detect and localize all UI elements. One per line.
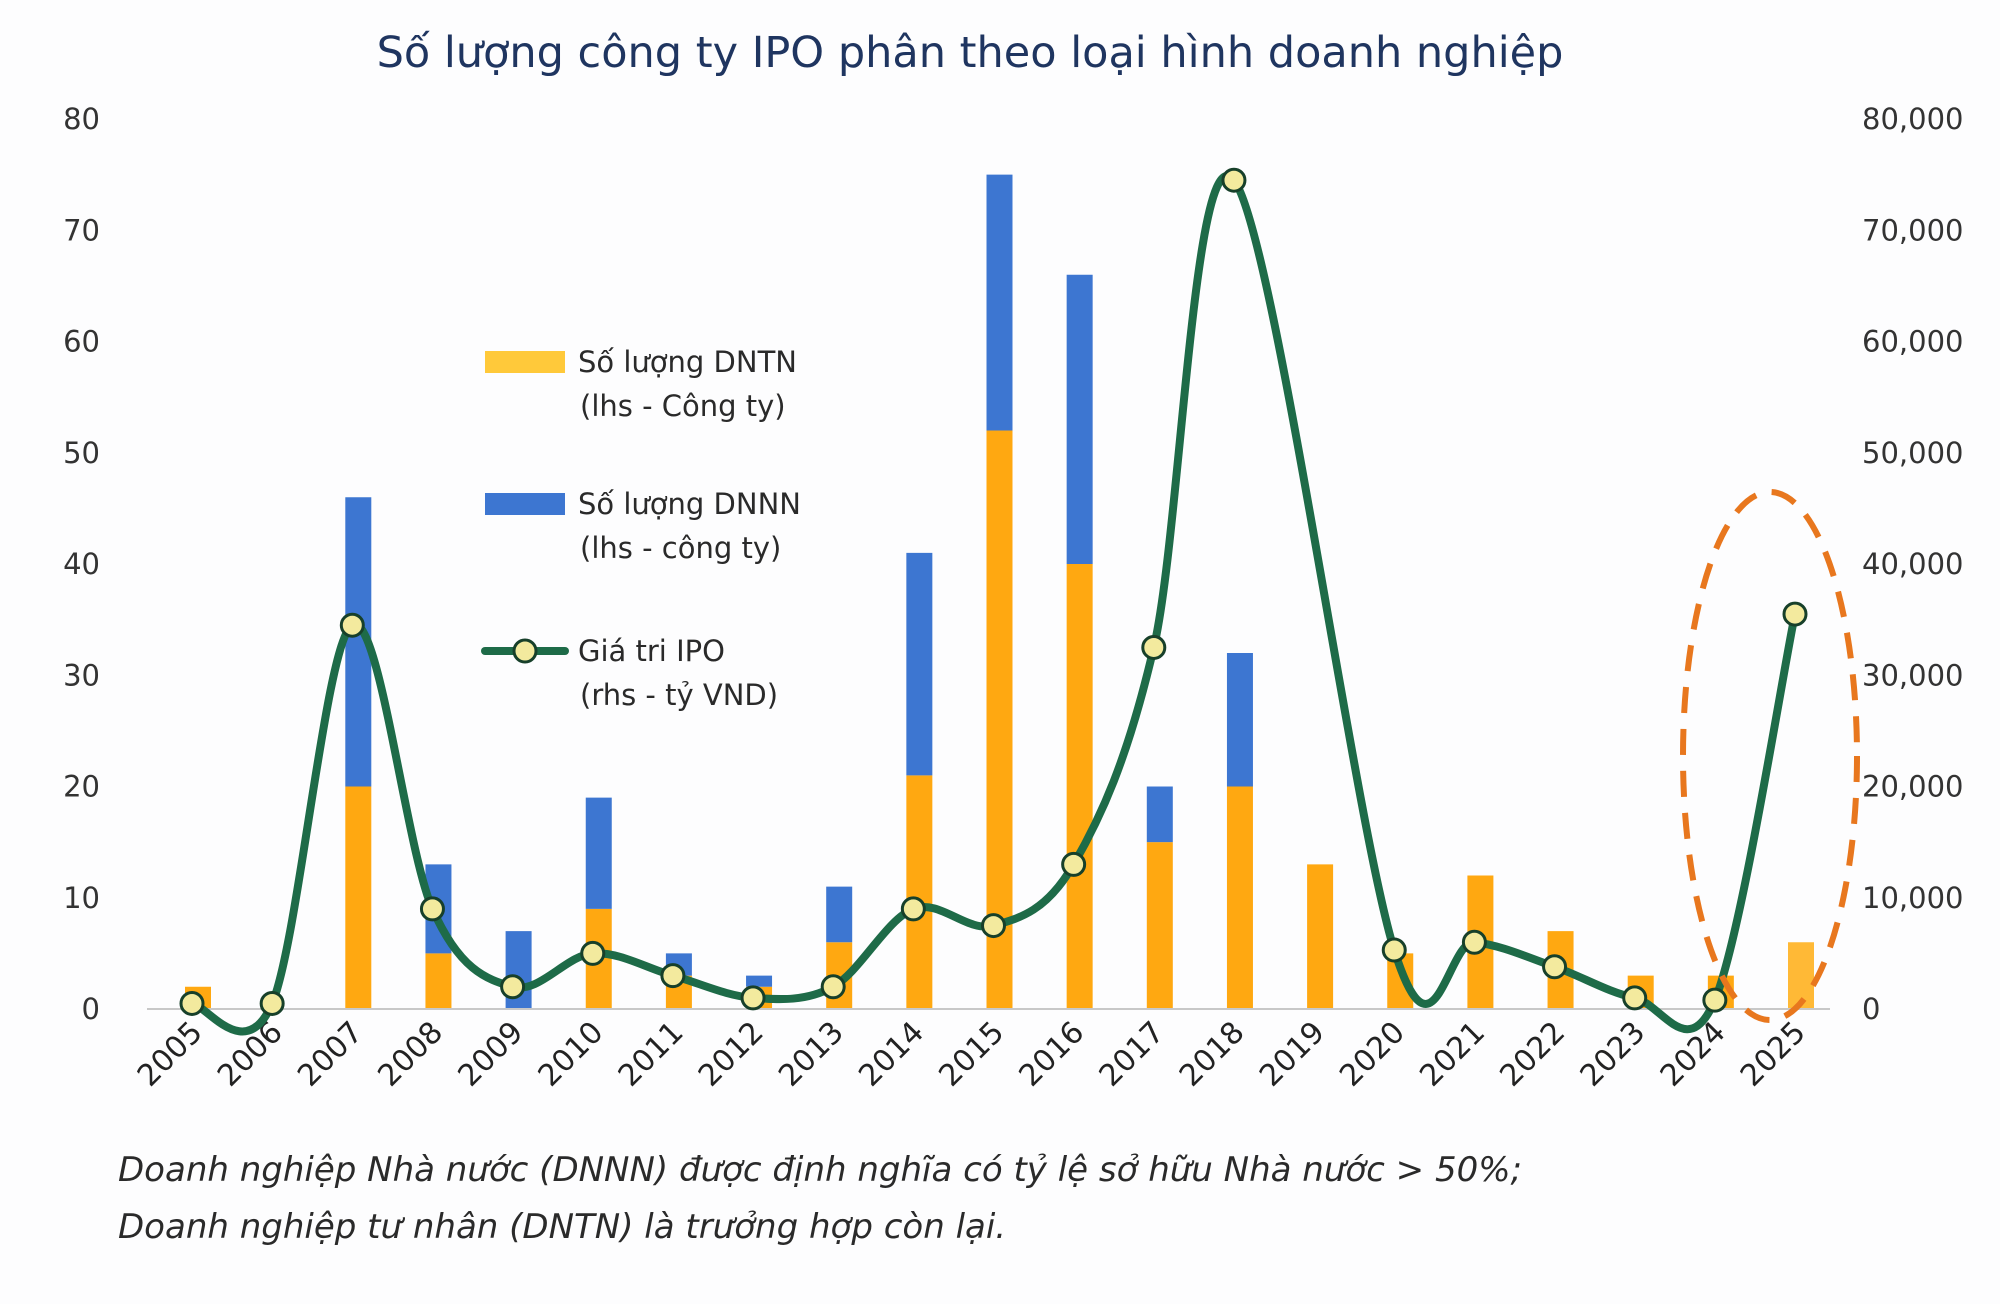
left-tick-label: 30 bbox=[63, 658, 100, 692]
ipo-marker-2015 bbox=[981, 913, 1006, 939]
ipo-marker-2009 bbox=[500, 974, 526, 1000]
bar-dntn-2018 bbox=[1226, 786, 1253, 1009]
x-tick-label: 2018 bbox=[1173, 1015, 1252, 1094]
ipo-marker-2007 bbox=[339, 612, 365, 638]
x-tick-label: 2014 bbox=[852, 1015, 931, 1094]
ipo-marker-2025 bbox=[1782, 601, 1808, 627]
chart-title: Số lượng công ty IPO phân theo loại hình… bbox=[376, 28, 1564, 78]
x-axis-labels: 2005 2006 2007 2008 2009 2010 2011 2012 2013 2014… bbox=[131, 1015, 1813, 1094]
legend-swatch-dnnn bbox=[485, 493, 565, 515]
legend-sublabel: (lhs - công ty) bbox=[580, 531, 781, 565]
left-tick-label: 20 bbox=[63, 770, 100, 804]
right-tick-label: 30,000 bbox=[1862, 658, 1963, 692]
x-tick-label: 2017 bbox=[1093, 1015, 1172, 1094]
ipo-marker-2016 bbox=[1061, 851, 1087, 877]
legend-label: Giá tri IPO bbox=[578, 634, 725, 668]
left-tick-label: 10 bbox=[63, 881, 100, 915]
ipo-marker-2018 bbox=[1221, 167, 1247, 193]
bars-layer bbox=[185, 174, 1814, 1009]
bar-dnnn-2015 bbox=[986, 174, 1013, 431]
right-tick-label: 70,000 bbox=[1862, 213, 1963, 247]
legend: Số lượng DNTN (lhs - Công ty) Số lượng DNN… bbox=[481, 345, 801, 712]
bar-dnnn-2017 bbox=[1146, 786, 1173, 843]
legend-swatch-marker bbox=[512, 638, 538, 664]
right-tick-label: 60,000 bbox=[1862, 325, 1963, 359]
left-tick-label: 50 bbox=[63, 436, 100, 470]
x-tick-label: 2010 bbox=[532, 1015, 611, 1094]
legend-label: Số lượng DNTN bbox=[578, 345, 797, 379]
ipo-marker-2005 bbox=[179, 990, 205, 1016]
legend-sublabel: (lhs - Công ty) bbox=[580, 389, 786, 423]
ipo-marker-2024 bbox=[1702, 987, 1728, 1013]
left-tick-label: 70 bbox=[63, 213, 100, 247]
legend-swatch-dntn bbox=[485, 351, 565, 373]
bar-dnnn-2010 bbox=[585, 797, 612, 909]
bar-dntn-2008 bbox=[425, 953, 452, 1009]
x-tick-label: 2008 bbox=[371, 1015, 450, 1094]
right-axis: 0 10,000 20,000 30,000 40,000 50,000 60,000 70,… bbox=[1862, 102, 1963, 1026]
bar-dntn-2017 bbox=[1146, 842, 1173, 1009]
ipo-marker-2010 bbox=[580, 940, 606, 966]
ipo-marker-2021 bbox=[1461, 929, 1487, 955]
ipo-marker-2017 bbox=[1141, 634, 1167, 660]
caption-line-1: Doanh nghiệp Nhà nước (DNNN) được định n… bbox=[118, 1150, 1522, 1190]
x-tick-label: 2015 bbox=[932, 1015, 1011, 1094]
bar-dnnn-2012 bbox=[746, 975, 773, 987]
legend-label: Số lượng DNNN bbox=[578, 487, 801, 521]
bar-dntn-2015 bbox=[986, 430, 1013, 1009]
line-layer bbox=[179, 167, 1808, 1036]
ipo-marker-2012 bbox=[740, 985, 766, 1011]
ipo-marker-2020 bbox=[1381, 937, 1407, 963]
x-tick-label: 2020 bbox=[1333, 1015, 1412, 1094]
x-tick-label: 2023 bbox=[1574, 1015, 1653, 1094]
right-tick-label: 80,000 bbox=[1862, 102, 1963, 136]
ipo-marker-2008 bbox=[419, 896, 445, 922]
highlight-ellipse bbox=[1680, 489, 1860, 1023]
right-tick-label: 0 bbox=[1862, 992, 1880, 1026]
x-tick-label: 2009 bbox=[452, 1015, 531, 1094]
left-tick-label: 80 bbox=[63, 102, 100, 136]
caption: Doanh nghiệp Nhà nước (DNNN) được định n… bbox=[118, 1142, 1522, 1256]
bar-dntn-2007 bbox=[345, 786, 372, 1009]
x-tick-label: 2013 bbox=[772, 1015, 851, 1094]
bar-dntn-2025 bbox=[1788, 942, 1814, 1009]
right-tick-label: 10,000 bbox=[1862, 881, 1963, 915]
left-tick-label: 60 bbox=[63, 325, 100, 359]
ipo-marker-2006 bbox=[259, 990, 285, 1016]
bar-dnnn-2016 bbox=[1066, 274, 1093, 564]
bar-dnnn-2018 bbox=[1226, 653, 1253, 787]
right-tick-label: 40,000 bbox=[1862, 547, 1963, 581]
bar-dnnn-2014 bbox=[906, 552, 933, 776]
x-tick-label: 2021 bbox=[1413, 1015, 1492, 1094]
bar-dntn-2016 bbox=[1066, 564, 1093, 1009]
x-tick-label: 2012 bbox=[692, 1015, 771, 1094]
bar-dnnn-2013 bbox=[826, 886, 853, 943]
x-tick-label: 2025 bbox=[1734, 1015, 1813, 1094]
left-tick-label: 0 bbox=[82, 992, 100, 1026]
right-tick-label: 50,000 bbox=[1862, 436, 1963, 470]
x-tick-label: 2022 bbox=[1493, 1015, 1572, 1094]
x-tick-label: 2019 bbox=[1253, 1015, 1332, 1094]
ipo-marker-2014 bbox=[900, 896, 926, 922]
right-tick-label: 20,000 bbox=[1862, 770, 1963, 804]
caption-line-2: Doanh nghiệp tư nhân (DNTN) là trưởng hợ… bbox=[118, 1207, 1007, 1247]
bar-dntn-2019 bbox=[1307, 864, 1334, 1009]
x-tick-label: 2011 bbox=[612, 1015, 691, 1094]
x-tick-label: 2016 bbox=[1013, 1015, 1092, 1094]
ipo-marker-2023 bbox=[1622, 985, 1648, 1011]
ipo-marker-2011 bbox=[660, 963, 686, 989]
ipo-marker-2022 bbox=[1542, 954, 1568, 980]
legend-sublabel: (rhs - tỷ VND) bbox=[580, 678, 778, 712]
x-tick-label: 2007 bbox=[291, 1015, 370, 1094]
left-axis: 0 10 20 30 40 50 60 70 80 bbox=[63, 102, 100, 1026]
x-tick-label: 2005 bbox=[131, 1015, 210, 1094]
left-tick-label: 40 bbox=[63, 547, 100, 581]
bar-dntn-2014 bbox=[906, 775, 933, 1009]
ipo-marker-2013 bbox=[820, 974, 846, 1000]
